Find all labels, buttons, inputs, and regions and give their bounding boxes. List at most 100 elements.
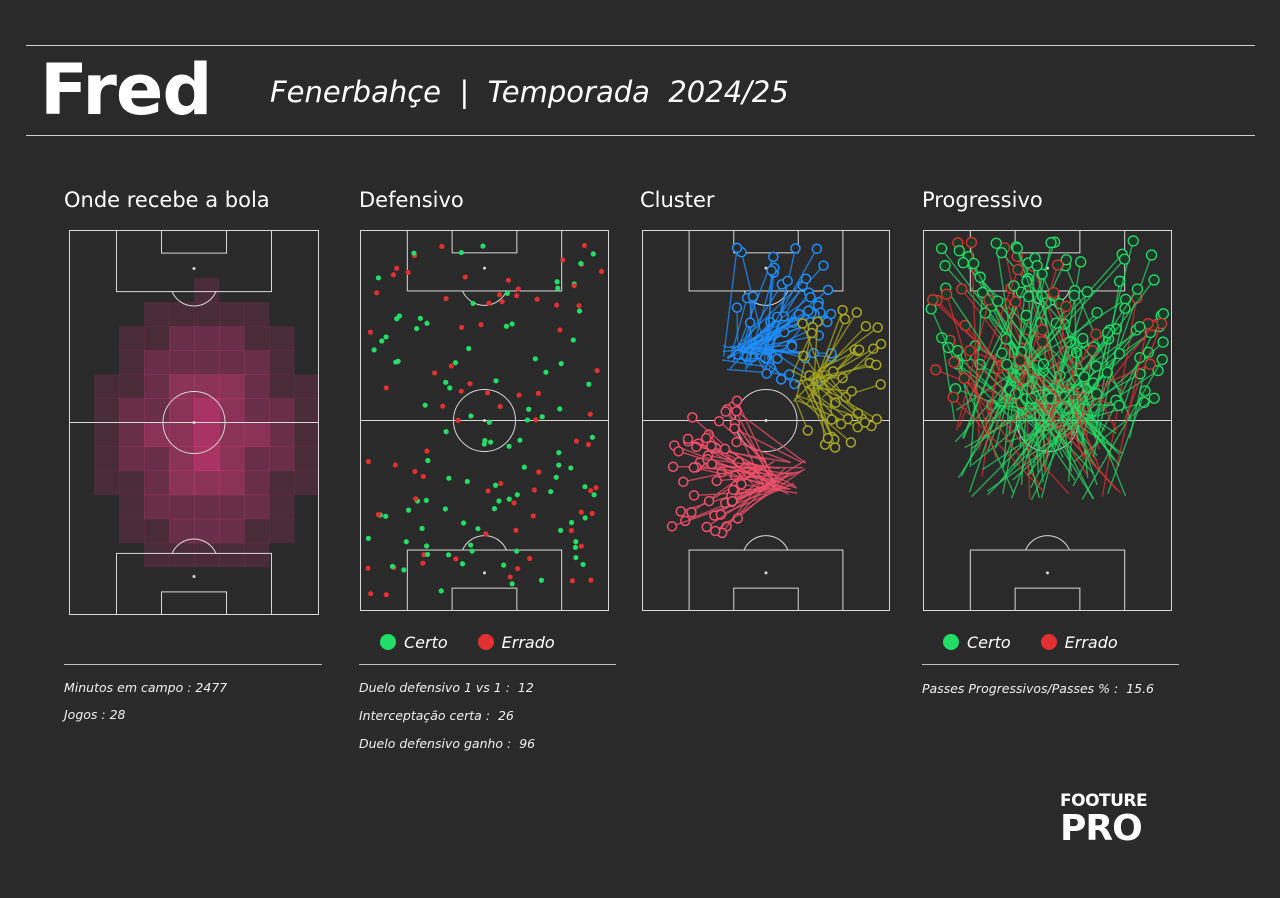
fail-dot bbox=[568, 527, 574, 534]
pass-start bbox=[1148, 392, 1160, 404]
heat-cell bbox=[244, 302, 270, 327]
heat-cell bbox=[169, 470, 195, 496]
success-dot bbox=[389, 563, 396, 569]
cluster-line bbox=[680, 485, 763, 513]
cluster-line bbox=[730, 297, 748, 358]
fail-pass bbox=[958, 269, 1019, 428]
cluster-start bbox=[703, 495, 715, 507]
defensive-pitch bbox=[360, 230, 609, 611]
heat-cell bbox=[294, 470, 319, 496]
success-dot bbox=[383, 334, 389, 340]
cluster-line bbox=[766, 270, 773, 360]
fail-dot bbox=[516, 392, 522, 398]
heat-cell bbox=[269, 422, 295, 448]
cluster-line bbox=[722, 247, 738, 357]
pass-start bbox=[953, 245, 965, 257]
fail-dot bbox=[557, 327, 563, 333]
heat-cell bbox=[144, 470, 170, 496]
cluster-line bbox=[749, 248, 818, 367]
legend-fail: Errado bbox=[1040, 633, 1118, 652]
cluster-start bbox=[811, 243, 823, 255]
success-dot bbox=[570, 337, 576, 343]
success-dot bbox=[555, 285, 561, 291]
heat-cell bbox=[169, 542, 195, 568]
fail-dot bbox=[598, 268, 605, 275]
cluster-start bbox=[782, 275, 793, 287]
cluster-start bbox=[852, 421, 863, 433]
heat-cell bbox=[244, 494, 270, 520]
fail-dot bbox=[365, 565, 371, 571]
fail-dot bbox=[527, 555, 533, 562]
fail-dot bbox=[593, 485, 599, 491]
success-dot bbox=[492, 482, 499, 488]
success-dot bbox=[423, 543, 430, 549]
heat-cell bbox=[219, 446, 245, 472]
heat-cell bbox=[244, 398, 270, 423]
success-pass bbox=[941, 337, 956, 421]
heat-cell bbox=[219, 518, 245, 544]
fail-dot bbox=[455, 417, 461, 423]
cluster-line bbox=[818, 318, 846, 380]
success-dot bbox=[493, 378, 499, 384]
fail-dot bbox=[578, 509, 584, 515]
success-dot bbox=[509, 321, 515, 327]
fail-dot bbox=[497, 403, 503, 409]
cluster-pitch bbox=[642, 230, 890, 611]
fail-dot bbox=[432, 370, 438, 376]
cluster-line bbox=[796, 395, 852, 443]
heat-cell bbox=[169, 494, 195, 520]
player-name: Fred bbox=[40, 49, 212, 131]
success-dot bbox=[582, 515, 588, 521]
fail-dot bbox=[594, 367, 600, 374]
fail-dot bbox=[578, 543, 584, 549]
fail-pass bbox=[1043, 306, 1067, 472]
cluster-line bbox=[691, 466, 756, 513]
success-dot bbox=[417, 315, 423, 321]
pass-start bbox=[952, 345, 964, 357]
fail-dot-icon bbox=[1040, 634, 1057, 650]
cluster-line bbox=[810, 348, 874, 386]
heat-cell bbox=[169, 422, 195, 448]
success-dot bbox=[514, 492, 520, 498]
heat-cell bbox=[94, 398, 120, 423]
fail-pass bbox=[956, 299, 990, 431]
heat-cell bbox=[169, 374, 195, 399]
pass-start bbox=[947, 391, 959, 403]
fail-dot bbox=[483, 531, 489, 537]
fail-dot bbox=[533, 417, 539, 423]
heat-cell bbox=[194, 542, 220, 568]
cluster-line bbox=[714, 470, 802, 532]
cluster-line bbox=[817, 349, 860, 372]
cluster-start bbox=[829, 442, 841, 453]
success-dot bbox=[506, 496, 512, 502]
heat-cell bbox=[244, 422, 270, 448]
success-pass bbox=[987, 371, 1108, 496]
success-dot bbox=[578, 260, 584, 267]
success-dot bbox=[371, 347, 377, 353]
cluster-line bbox=[711, 463, 794, 475]
cluster-start bbox=[875, 338, 887, 350]
pass-start bbox=[1090, 360, 1102, 372]
fail-dot bbox=[420, 473, 426, 480]
heat-cell bbox=[194, 350, 220, 375]
cluster-line bbox=[762, 341, 782, 380]
success-dot bbox=[375, 275, 382, 281]
cluster-start bbox=[701, 432, 712, 444]
success-dot bbox=[532, 356, 538, 362]
fail-dot bbox=[368, 591, 374, 597]
cluster-start bbox=[688, 490, 700, 501]
success-pass bbox=[930, 308, 1015, 494]
heat-cell bbox=[194, 374, 220, 399]
fail-dot bbox=[560, 257, 566, 263]
heat-cell bbox=[144, 326, 170, 351]
success-dot bbox=[503, 323, 510, 329]
success-dot bbox=[424, 320, 430, 326]
fail-pass bbox=[952, 396, 1045, 493]
heatmap-divider bbox=[64, 664, 322, 665]
success-dot bbox=[573, 554, 579, 561]
success-dot bbox=[379, 338, 385, 344]
pass-start bbox=[996, 347, 1008, 359]
success-dot bbox=[558, 527, 564, 533]
success-dot-icon bbox=[943, 634, 959, 650]
heat-cell bbox=[269, 470, 295, 496]
